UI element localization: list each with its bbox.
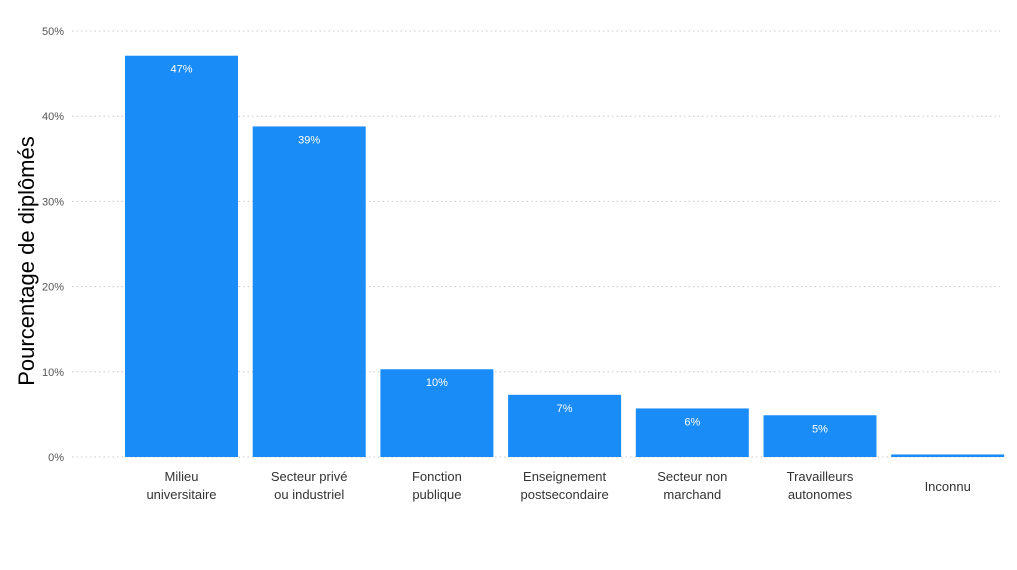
x-tick-label: Inconnu (925, 479, 971, 494)
bar (508, 394, 622, 457)
bar (252, 126, 366, 457)
data-label: 10% (426, 377, 448, 389)
y-tick-label: 40% (42, 111, 64, 123)
x-tick-label: autonomes (788, 487, 853, 502)
bar (891, 454, 1005, 457)
x-tick-label: marchand (663, 487, 721, 502)
y-axis-ticks: 0% 10% 20% 30% 40% 50% (42, 26, 64, 464)
x-tick-label: Travailleurs (787, 469, 854, 484)
bar (125, 55, 238, 457)
data-label: 39% (298, 134, 320, 146)
y-tick-label: 10% (42, 367, 64, 379)
x-tick-label: Fonction (412, 469, 462, 484)
x-tick-label: ou industriel (274, 487, 344, 502)
data-label: 7% (557, 403, 573, 415)
x-tick-label: Secteur privé (271, 469, 348, 484)
bar (635, 408, 749, 457)
y-tick-label: 50% (42, 26, 64, 38)
x-tick-label: publique (412, 487, 461, 502)
data-label: 6% (684, 416, 700, 428)
data-label: 47% (170, 64, 192, 76)
data-label: 5% (812, 423, 828, 435)
x-tick-label: postsecondaire (521, 487, 609, 502)
x-tick-label: Milieu (165, 469, 199, 484)
y-tick-label: 0% (48, 452, 64, 464)
bar (380, 369, 494, 457)
x-axis-categories: Milieu universitaire Secteur privé ou indus… (146, 469, 970, 502)
x-tick-label: Enseignement (523, 469, 606, 484)
y-tick-label: 30% (42, 196, 64, 208)
bar (763, 415, 877, 457)
y-tick-label: 20% (42, 282, 64, 294)
y-axis-label: Pourcentage de diplômés (14, 136, 39, 386)
x-tick-label: universitaire (146, 487, 216, 502)
bars (125, 55, 1005, 457)
x-tick-label: Secteur non (657, 469, 727, 484)
data-labels: 47% 39% 10% 7% 6% 5% (170, 64, 828, 436)
